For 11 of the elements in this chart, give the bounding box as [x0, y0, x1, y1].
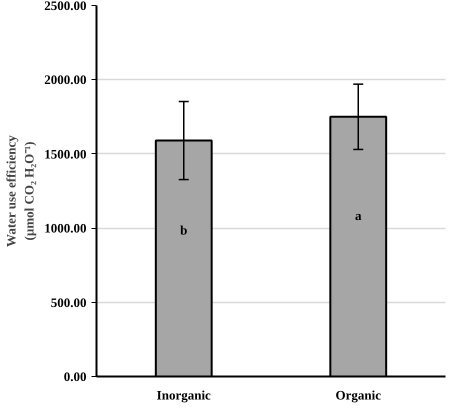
x-tick-label: Inorganic [156, 388, 212, 402]
annotation: a [355, 208, 362, 223]
y-tick-label: 0.00 [64, 369, 86, 384]
annotation: b [180, 222, 188, 238]
y-tick-label: 2500.00 [44, 0, 86, 13]
y-tick-label: 1500.00 [44, 146, 86, 162]
y-tick-label: 500.00 [50, 294, 86, 310]
x-tick-label: Organic [336, 388, 382, 402]
y-tick-label: 1000.00 [44, 220, 86, 236]
y-axis-title: Water use efficiency (µmol CO₂ H₂O⁻¹) [3, 134, 36, 247]
y-tick-label: 2000.00 [44, 72, 86, 88]
